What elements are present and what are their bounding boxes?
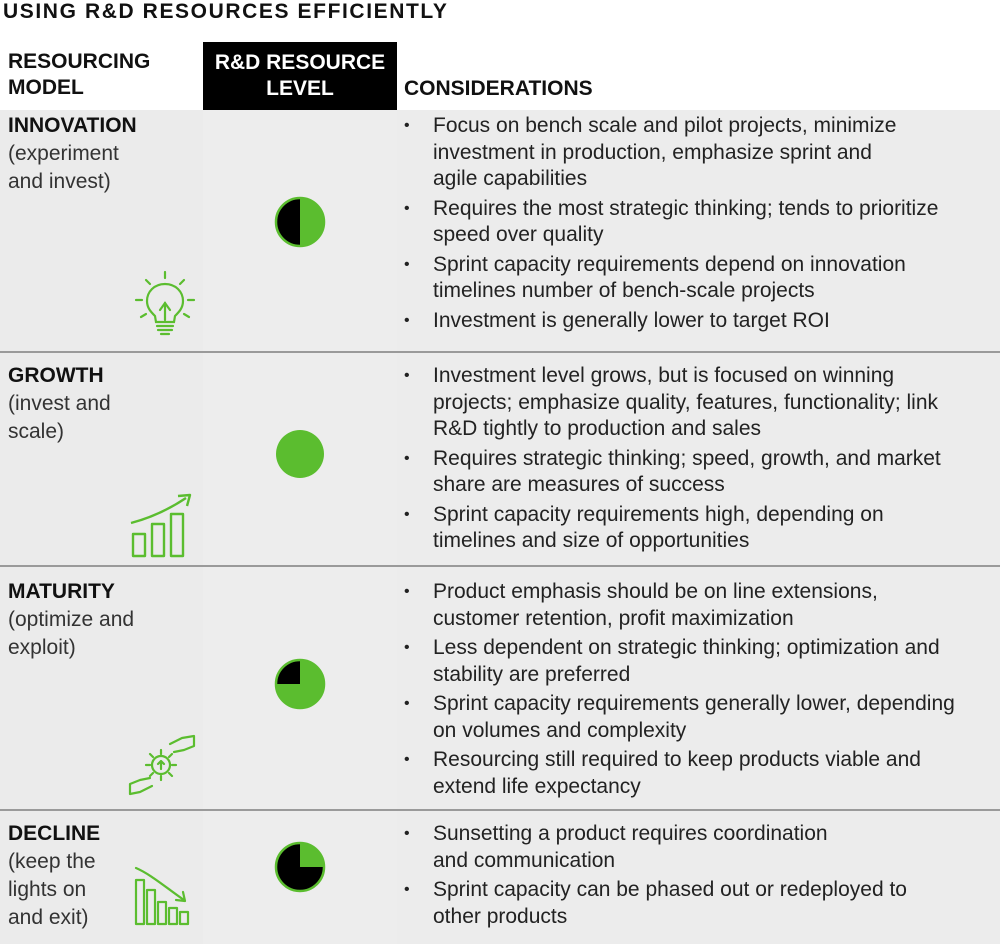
considerations-list-innovation: Focus on bench scale and pilot projects,… [404,113,1000,337]
model-sub-line: (experiment [8,142,119,165]
resource-level-fill [276,660,324,708]
consideration-line: R&D tightly to production and sales [433,417,762,440]
consideration-line: customer retention, profit maximization [433,606,794,630]
model-sub-growth: (invest and scale) [8,390,111,446]
consideration-item: Focus on bench scale and pilot projects,… [404,113,1000,193]
resource-level-indicator [276,430,324,478]
model-sub-line: lights on [8,878,87,901]
model-sub-line: (invest and [8,392,111,415]
considerations-list-growth: Investment level grows, but is focused o… [404,363,1000,558]
consideration-line: investment in production, emphasize spri… [433,140,872,164]
consideration-item: Sprint capacity requirements depend on i… [404,252,1000,305]
resource-level-fill [276,430,324,478]
header-considerations: CONSIDERATIONS [404,77,593,100]
hands-gear-icon [128,734,196,796]
consideration-line: Focus on bench scale and pilot projects,… [433,114,897,137]
considerations-list-maturity: Product emphasis should be on line exten… [404,579,1000,803]
model-name-growth: GROWTH [8,364,104,387]
consideration-item: Requires strategic thinking; speed, grow… [404,446,1000,499]
consideration-item: Sprint capacity can be phased out or red… [404,877,1000,930]
model-sub-line: and exit) [8,906,89,929]
header-model-line1: RESOURCING [8,50,151,73]
resource-level-fill [300,843,324,867]
growth-chart-icon [130,493,192,558]
header-resource-level: R&D RESOURCE LEVEL [203,50,397,102]
model-sub-line: scale) [8,420,65,443]
consideration-item: Investment is generally lower to target … [404,308,1000,335]
model-sub-line: (keep the [8,850,96,873]
consideration-line: projects; emphasize quality, features, f… [433,390,939,414]
resource-level-indicator [274,841,326,893]
header-resourcing-model: RESOURCING MODEL [8,49,150,101]
header-level-line1: R&D RESOURCE [214,51,386,74]
consideration-line: Sprint capacity requirements high, depen… [433,502,884,526]
consideration-line: extend life expectancy [433,774,641,798]
resource-level-indicator [274,658,326,710]
row-divider [0,809,1000,811]
resource-level-fill [300,198,324,246]
model-name-decline: DECLINE [8,822,101,845]
model-sub-line: (optimize and [8,608,135,631]
consideration-item: Sprint capacity requirements generally l… [404,691,1000,744]
consideration-line: Requires strategic thinking; speed, grow… [433,446,941,470]
consideration-item: Product emphasis should be on line exten… [404,579,1000,632]
model-sub-innovation: (experiment and invest) [8,140,119,196]
header-level-line2: LEVEL [266,77,334,100]
model-sub-line: exploit) [8,636,76,659]
consideration-line: Requires the most strategic thinking; te… [433,196,939,220]
consideration-item: Requires the most strategic thinking; te… [404,196,1000,249]
header-model-line2: MODEL [8,76,84,99]
consideration-item: Less dependent on strategic thinking; op… [404,635,1000,688]
row-divider [0,565,1000,567]
model-sub-decline: (keep the lights on and exit) [8,848,96,932]
declining-chart-icon [134,866,190,926]
model-sub-maturity: (optimize and exploit) [8,606,134,662]
page-title: USING R&D RESOURCES EFFICIENTLY [3,0,449,23]
consideration-line: stability are preferred [433,662,631,686]
lightbulb-icon [134,270,196,336]
consideration-line: Sunsetting a product requires coordinati… [433,822,828,845]
model-name-innovation: INNOVATION [8,114,137,137]
consideration-line: Less dependent on strategic thinking; op… [433,636,940,659]
consideration-line: Investment is generally lower to target … [433,308,830,332]
consideration-line: and communication [433,848,616,872]
consideration-line: Sprint capacity requirements generally l… [433,692,955,715]
consideration-item: Resourcing still required to keep produc… [404,747,1000,800]
consideration-item: Sunsetting a product requires coordinati… [404,821,1000,874]
resource-level-indicator [274,196,326,248]
consideration-line: speed over quality [433,223,604,246]
consideration-line: Resourcing still required to keep produc… [433,748,921,771]
considerations-list-decline: Sunsetting a product requires coordinati… [404,821,1000,933]
consideration-line: Investment level grows, but is focused o… [433,364,895,387]
consideration-line: Sprint capacity requirements depend on i… [433,252,906,276]
model-sub-line: and invest) [8,170,111,193]
consideration-item: Investment level grows, but is focused o… [404,363,1000,443]
consideration-line: Sprint capacity can be phased out or red… [433,878,907,901]
consideration-line: timelines and size of opportunities [433,529,750,552]
model-name-maturity: MATURITY [8,580,115,603]
consideration-line: Product emphasis should be on line exten… [433,580,878,603]
consideration-item: Sprint capacity requirements high, depen… [404,502,1000,555]
row-divider [0,351,1000,353]
consideration-line: share are measures of success [433,473,725,496]
consideration-line: other products [433,904,568,928]
consideration-line: agile capabilities [433,167,588,190]
consideration-line: timelines number of bench-scale projects [433,279,815,302]
consideration-line: on volumes and complexity [433,718,687,742]
